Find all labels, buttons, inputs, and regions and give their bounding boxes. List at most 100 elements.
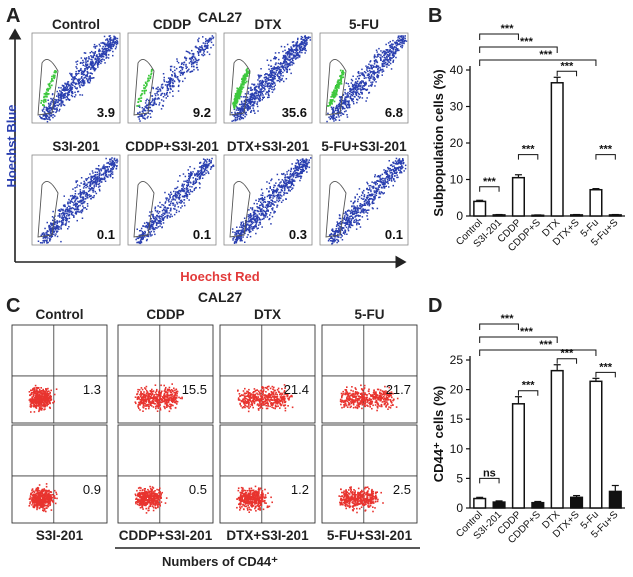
cd44-plot-value: 0.9 — [83, 482, 101, 497]
chart-sig-label: *** — [522, 144, 536, 156]
chart-bar — [590, 190, 602, 216]
hoechst-plot-value: 9.2 — [193, 105, 211, 120]
chart-bar — [493, 502, 505, 508]
chart-y-tick-label: 0 — [456, 501, 463, 515]
chart-bar — [551, 371, 563, 508]
cd44-plot-title: DTX — [254, 307, 281, 322]
chart-sig-label: ns — [483, 467, 496, 479]
cd44-plot-title: CDDP — [146, 307, 184, 322]
cd44-plot-title: 5-FU+S3I-201 — [327, 528, 413, 543]
cd44-plot-frame — [12, 325, 107, 423]
hoechst-plot: Control 3.9 — [32, 17, 120, 123]
chart-y-tick-label: 10 — [450, 173, 464, 187]
cd44-plot-frame — [118, 425, 213, 523]
hoechst-plot-title: Control — [52, 17, 100, 32]
hoechst-plot-title: 5-FU — [349, 17, 379, 32]
chart-b: Subpopulation cells (%)010203040ControlS… — [431, 23, 625, 254]
chart-bar — [571, 215, 583, 216]
chart-sig-label: *** — [539, 339, 553, 351]
chart-sig-label: *** — [522, 380, 536, 392]
hoechst-plot-value: 0.1 — [193, 227, 211, 242]
cd44-plot-title: CDDP+S3I-201 — [119, 528, 213, 543]
chart-y-tick-label: 0 — [456, 209, 463, 223]
panel-a-title: CAL27 — [198, 9, 243, 25]
cd44-plot-value: 15.5 — [182, 382, 207, 397]
chart-sig-label: *** — [501, 23, 515, 35]
chart-y-tick-label: 10 — [450, 442, 464, 456]
chart-bar — [474, 499, 486, 508]
chart-bar — [474, 201, 486, 216]
cd44-plot-title: 5-FU — [355, 307, 385, 322]
hoechst-plot-value: 0.3 — [289, 227, 307, 242]
chart-sig-label: *** — [483, 176, 497, 188]
hoechst-plot-title: 5-FU+S3I-201 — [321, 139, 407, 154]
hoechst-plot-value: 0.1 — [97, 227, 115, 242]
chart-bar — [513, 404, 525, 508]
cd44-plot: S3I-201 0.9 — [12, 425, 107, 543]
chart-y-tick-label: 15 — [450, 412, 464, 426]
chart-bar — [532, 215, 544, 216]
chart-bar — [610, 491, 622, 508]
chart-y-tick-label: 40 — [450, 63, 464, 77]
cd44-plot-frame — [12, 425, 107, 523]
chart-sig-label: *** — [560, 60, 574, 72]
chart-y-label: CD44⁺ cells (%) — [431, 386, 446, 482]
chart-bar — [513, 178, 525, 216]
hoechst-plot-value: 35.6 — [282, 105, 307, 120]
cd44-plot-value: 0.5 — [189, 482, 207, 497]
cd44-plot-frame — [220, 425, 315, 523]
chart-bar — [493, 215, 505, 216]
panel-a-plots: Control 3.9 CDDP 9.2 DTX 35.6 5-FU 6.8 S3I-2010.… — [32, 17, 408, 245]
chart-y-tick-label: 30 — [450, 100, 464, 114]
panel-label-c: C — [6, 295, 20, 317]
cd44-plot: 5-FU 21.7 — [322, 307, 417, 423]
panel-label-d: D — [428, 295, 442, 317]
cd44-plot: CDDP 15.5 — [118, 307, 213, 423]
panel-label-b: B — [428, 5, 442, 27]
chart-sig-bracket — [480, 60, 596, 66]
hoechst-plot: 5-FU 6.8 — [320, 17, 408, 123]
chart-d: CD44⁺ cells (%)0510152025ControlS3I-201C… — [431, 313, 625, 546]
hoechst-plot-value: 6.8 — [385, 105, 403, 120]
hoechst-plot-title: DTX — [255, 17, 282, 32]
chart-sig-label: *** — [599, 361, 613, 373]
hoechst-plot-value: 3.9 — [97, 105, 115, 120]
chart-y-tick-label: 20 — [450, 136, 464, 150]
panel-a-y-label: Hoechst Blue — [4, 104, 19, 187]
hoechst-plot-title: CDDP — [153, 17, 191, 32]
chart-y-tick-label: 5 — [456, 471, 463, 485]
panel-c-x-label: Numbers of CD44⁺ — [162, 554, 278, 569]
chart-bar — [571, 497, 583, 508]
chart-sig-label: *** — [539, 49, 553, 61]
chart-sig-label: *** — [501, 313, 515, 325]
chart-bar — [532, 503, 544, 508]
chart-y-tick-label: 20 — [450, 383, 464, 397]
cd44-plot-title: S3I-201 — [36, 528, 84, 543]
panel-label-a: A — [6, 5, 20, 27]
chart-bar — [590, 381, 602, 508]
hoechst-plot: DTX 35.6 — [224, 17, 312, 123]
cd44-plot: CDDP+S3I-201 0.5 — [118, 425, 213, 543]
chart-y-tick-label: 25 — [450, 353, 464, 367]
hoechst-plot-title: DTX+S3I-201 — [227, 139, 310, 154]
cd44-plot-title: Control — [36, 307, 84, 322]
chart-sig-label: *** — [520, 36, 534, 48]
chart-sig-label: *** — [599, 144, 613, 156]
panel-c-title: CAL27 — [198, 289, 243, 305]
cd44-plot-title: DTX+S3I-201 — [226, 528, 309, 543]
chart-sig-bracket — [480, 350, 596, 356]
cd44-plot-frame — [322, 425, 417, 523]
cd44-plot-frame — [322, 325, 417, 423]
cd44-plot-value: 21.7 — [386, 382, 411, 397]
hoechst-plot: CDDP 9.2 — [128, 17, 216, 123]
panel-a-x-label: Hoechst Red — [180, 269, 260, 284]
